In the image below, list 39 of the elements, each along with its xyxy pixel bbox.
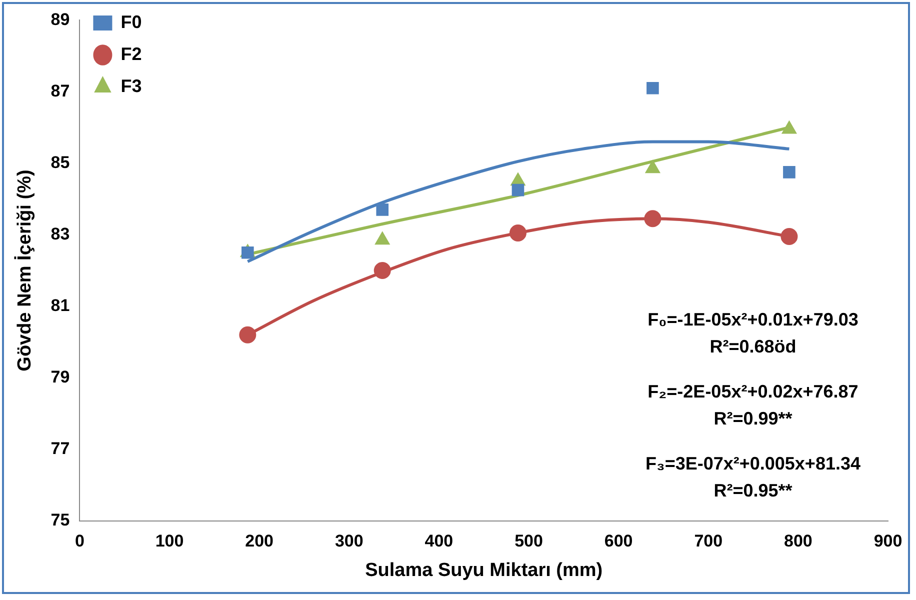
x-tick-label: 200 [245,532,274,551]
x-tick-label: 300 [334,532,364,551]
point [646,82,659,94]
point [241,246,254,259]
legend-label: F0 [120,12,142,32]
legend-label: F3 [120,76,142,96]
point [376,204,389,216]
point [239,326,256,344]
y-tick-label: 87 [50,81,70,100]
annotation: F₀=-1E-05x²+0.01x+79.03 [648,310,858,330]
annotation: R²=0.68öd [710,336,796,357]
point [509,224,526,242]
point [780,228,798,246]
x-tick-label: 900 [874,532,902,551]
x-tick-label: 700 [694,532,723,551]
x-tick-label: 500 [514,532,543,551]
y-axis-title: Gövde Nem İçeriği (%) [14,170,36,372]
x-tick-label: 800 [784,532,812,551]
x-tick-label: 400 [424,532,454,551]
annotation: R²=0.99** [714,408,792,429]
point [644,210,662,228]
legend-label: F2 [120,44,142,64]
y-tick-label: 77 [50,438,70,458]
y-tick-label: 83 [50,224,70,244]
y-tick-label: 79 [50,367,70,386]
y-tick-label: 75 [50,510,70,530]
point [374,262,391,279]
x-tick-label: 0 [74,532,84,551]
annotation: F₃=3E-07x²+0.005x+81.34 [646,454,860,474]
x-tick-label: 600 [604,532,633,551]
x-axis-title: Sulama Suyu Miktarı (mm) [365,560,603,581]
y-tick-label: 81 [50,296,70,315]
point [783,166,796,178]
annotation: F₂=-2E-05x²+0.02x+76.87 [648,382,858,402]
x-tick-label: 100 [155,532,184,551]
point [512,184,524,196]
annotation: R²=0.95** [714,480,792,501]
y-tick-label: 85 [50,152,70,172]
y-tick-label: 89 [50,10,70,29]
